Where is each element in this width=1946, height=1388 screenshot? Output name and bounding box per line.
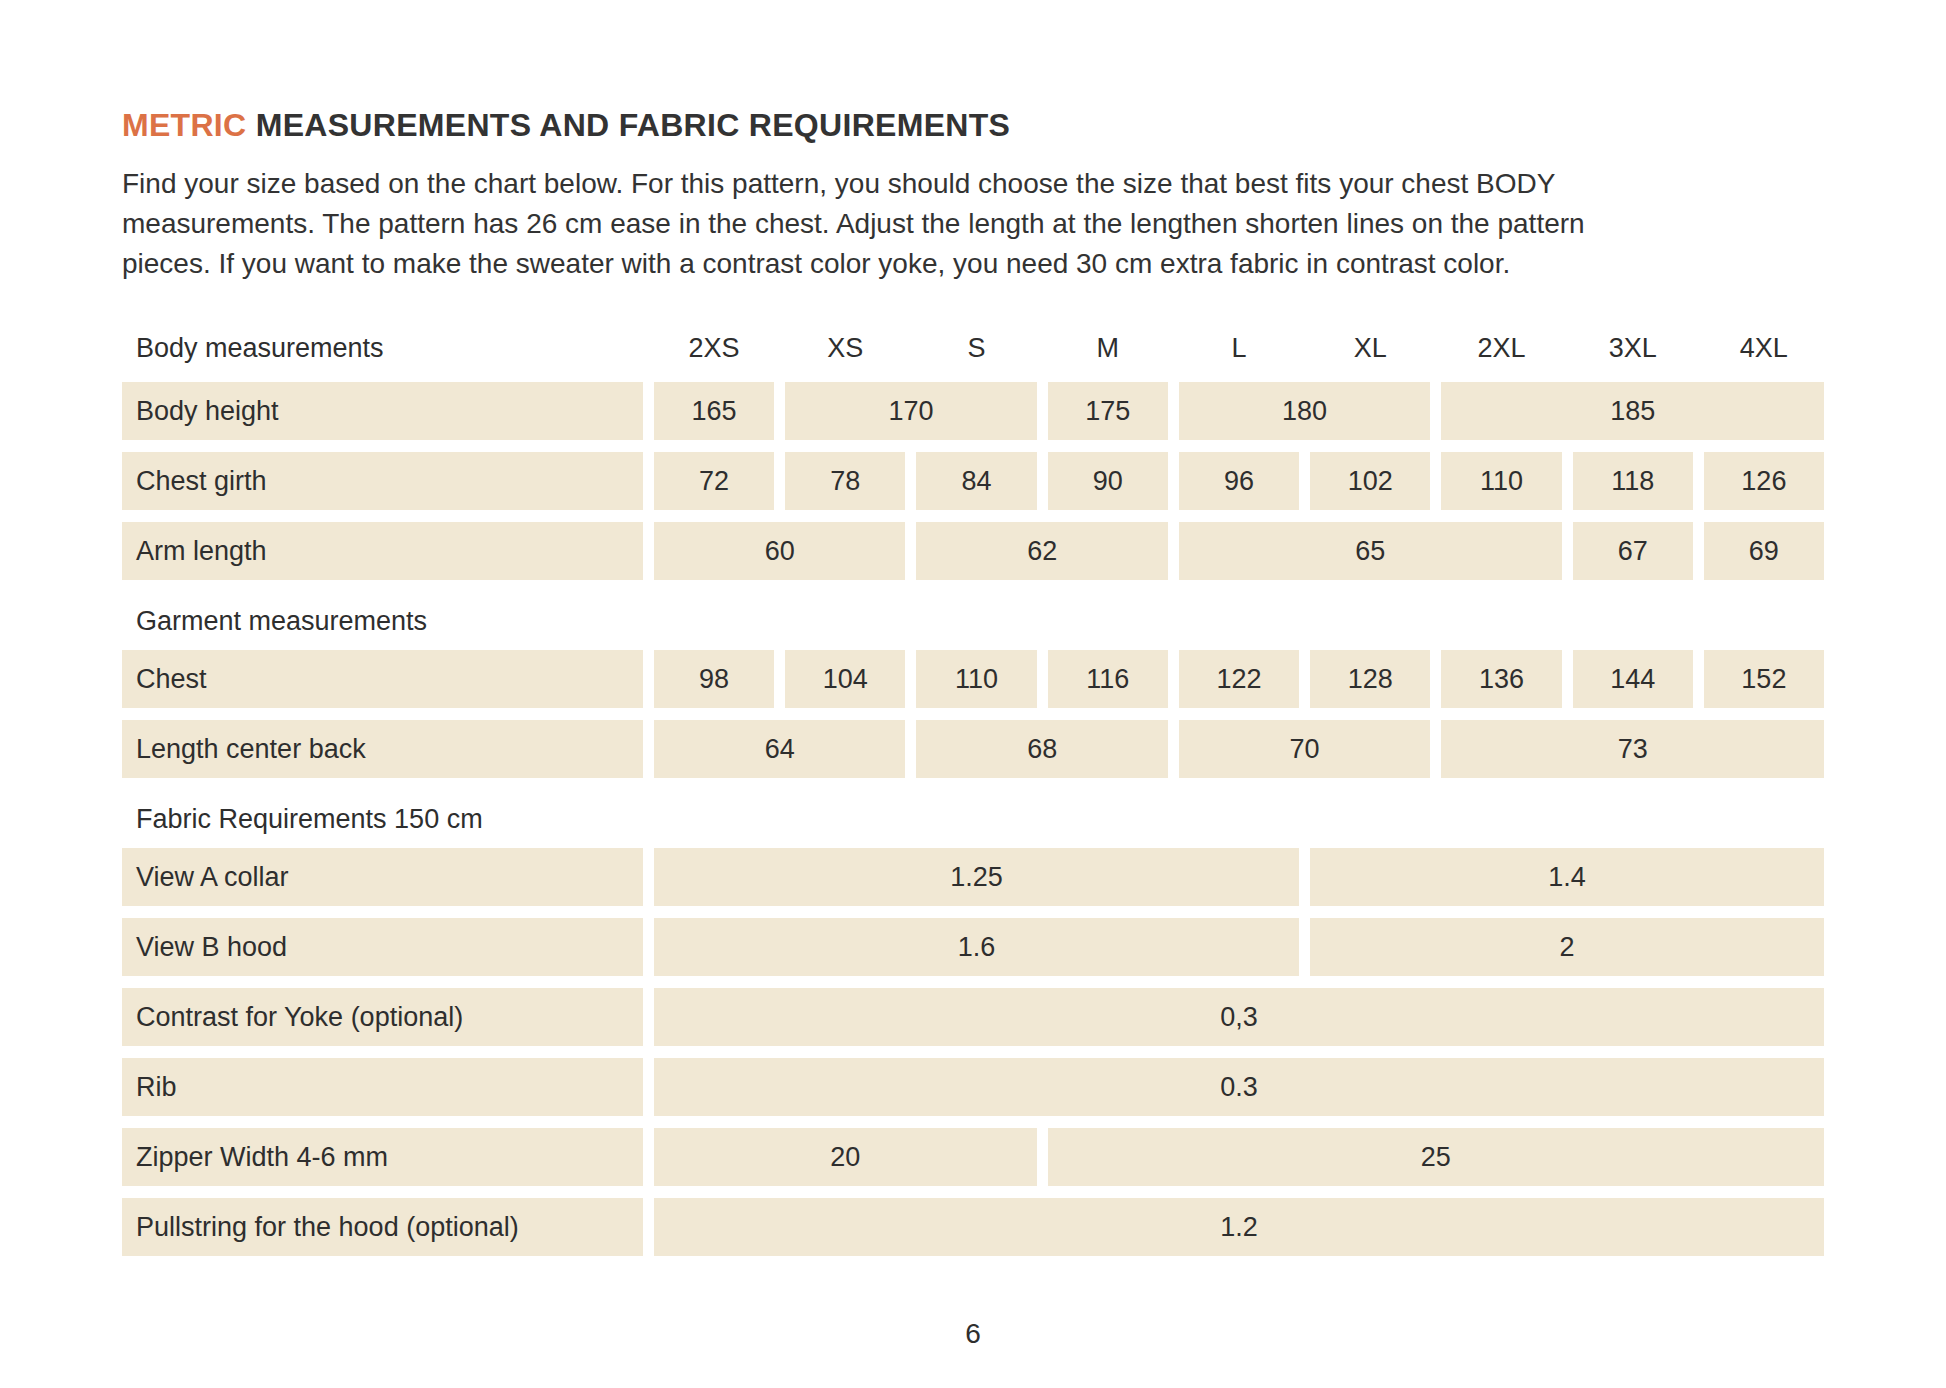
value-cell: 72 [654,452,774,510]
value-cell: 0.3 [654,1058,1824,1116]
size-header-cell: L [1179,333,1299,370]
table-header-row: Body measurements 2XS XS SML XL 2XL 3XL 4XL [122,324,1824,370]
value-cell: 98 [654,650,774,708]
value-cell: 20 [654,1128,1037,1186]
value-cell: 60 [654,522,905,580]
intro-line: pieces. If you want to make the sweater … [122,244,1824,284]
table-row: Contrast for Yoke (optional)0,3 [122,988,1824,1046]
value-cell: 170 [785,382,1036,440]
size-header-cell: S [916,333,1036,370]
size-header-cell: XS [785,333,905,370]
size-header-cell: XL [1310,333,1430,370]
page-title-rest: MEASUREMENTS AND FABRIC REQUIREMENTS [256,107,1011,143]
size-header-cell: 4XL [1704,333,1824,370]
intro-paragraph: Find your size based on the chart below.… [122,164,1824,284]
intro-line: measurements. The pattern has 26 cm ease… [122,204,1824,244]
value-cell: 104 [785,650,905,708]
value-cell: 1.6 [654,918,1299,976]
table-row: Chest98104110116122128136144152 [122,650,1824,708]
value-cell: 68 [916,720,1167,778]
table-row: Pullstring for the hood (optional)1.2 [122,1198,1824,1256]
value-cell: 110 [1441,452,1561,510]
page-content: METRIC MEASUREMENTS AND FABRIC REQUIREME… [122,108,1824,1268]
value-cell: 67 [1573,522,1693,580]
table-row: Zipper Width 4-6 mm2025 [122,1128,1824,1186]
row-label-cell: Body height [122,382,643,440]
size-header-cell: M [1048,333,1168,370]
value-cell: 128 [1310,650,1430,708]
size-header-cell: 2XS [654,333,774,370]
value-cell: 110 [916,650,1036,708]
value-cell: 152 [1704,650,1824,708]
value-cell: 1.25 [654,848,1299,906]
value-cell: 116 [1048,650,1168,708]
value-cell: 165 [654,382,774,440]
value-cell: 84 [916,452,1036,510]
row-label-cell: Zipper Width 4-6 mm [122,1128,643,1186]
row-label-cell: Arm length [122,522,643,580]
row-label-cell: Contrast for Yoke (optional) [122,988,643,1046]
value-cell: 126 [1704,452,1824,510]
table-row: View B hood1.62 [122,918,1824,976]
value-cell: 136 [1441,650,1561,708]
value-cell: 70 [1179,720,1430,778]
value-cell: 2 [1310,918,1824,976]
size-header-cell: 3XL [1573,333,1693,370]
page-title-highlight: METRIC [122,107,246,143]
value-cell: 0,3 [654,988,1824,1046]
size-header-cell: 2XL [1441,333,1561,370]
value-cell: 73 [1441,720,1824,778]
value-cell: 64 [654,720,905,778]
intro-line: Find your size based on the chart below.… [122,164,1824,204]
table-row: Arm length6062656769 [122,522,1824,580]
row-label-cell: View B hood [122,918,643,976]
table-row: View A collar1.251.4 [122,848,1824,906]
page-title: METRIC MEASUREMENTS AND FABRIC REQUIREME… [122,108,1824,142]
row-label-cell: Rib [122,1058,643,1116]
value-cell: 102 [1310,452,1430,510]
table-row: Length center back64687073 [122,720,1824,778]
value-cell: 96 [1179,452,1299,510]
value-cell: 144 [1573,650,1693,708]
value-cell: 65 [1179,522,1562,580]
value-cell: 185 [1441,382,1824,440]
row-label-cell: Pullstring for the hood (optional) [122,1198,643,1256]
row-label-cell: Chest [122,650,643,708]
page-number: 6 [122,1318,1824,1350]
value-cell: 25 [1048,1128,1824,1186]
section-label: Garment measurements [122,592,1824,650]
value-cell: 90 [1048,452,1168,510]
table-row: Chest girth7278849096102110118126 [122,452,1824,510]
document-page: METRIC MEASUREMENTS AND FABRIC REQUIREME… [0,0,1946,1388]
value-cell: 175 [1048,382,1168,440]
value-cell: 1.4 [1310,848,1824,906]
value-cell: 78 [785,452,905,510]
header-label-cell: Body measurements [122,333,643,370]
size-table: Body measurements2XSXSSMLXL2XL3XL4XLBody… [122,324,1824,1256]
section-label: Fabric Requirements 150 cm [122,790,1824,848]
value-cell: 69 [1704,522,1824,580]
table-row: Rib0.3 [122,1058,1824,1116]
row-label-cell: View A collar [122,848,643,906]
row-label-cell: Length center back [122,720,643,778]
value-cell: 180 [1179,382,1430,440]
value-cell: 1.2 [654,1198,1824,1256]
value-cell: 118 [1573,452,1693,510]
table-row: Body height165170175180185 [122,382,1824,440]
row-label-cell: Chest girth [122,452,643,510]
value-cell: 122 [1179,650,1299,708]
value-cell: 62 [916,522,1167,580]
